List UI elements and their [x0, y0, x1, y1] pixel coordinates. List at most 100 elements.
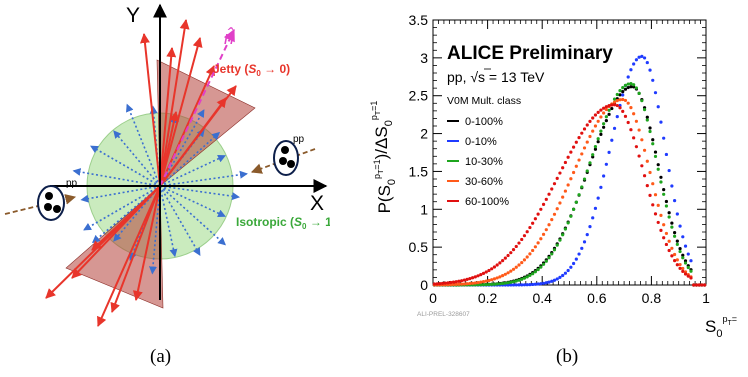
data-point-10-30% [541, 262, 546, 266]
data-point-60-100% [536, 212, 540, 216]
data-point-60-100% [550, 187, 554, 191]
data-point-30-60% [599, 115, 603, 119]
data-point-10-30% [552, 248, 557, 252]
data-point-0-10% [566, 268, 570, 273]
legend-label: 30-60% [465, 176, 503, 188]
data-point-30-60% [675, 258, 679, 262]
isotropic-arrow [72, 168, 161, 187]
data-point-60-100% [506, 253, 510, 258]
data-point-0-10% [610, 138, 614, 142]
data-point-60-100% [520, 237, 524, 242]
data-point-60-100% [547, 192, 551, 196]
tick-labels: 0 0.5 1 1.5 2 2.5 3 3.5 0 0.2 0.4 0.6 0.8 1 [409, 12, 711, 306]
data-point-0-10% [588, 224, 592, 229]
data-point-10-30% [667, 215, 671, 219]
data-point-60-100% [503, 256, 507, 260]
data-point-0-100% [632, 85, 636, 89]
data-point-10-30% [514, 279, 518, 283]
data-point-30-60% [667, 239, 671, 243]
data-point-60-100% [525, 230, 529, 234]
data-point-10-30% [509, 280, 513, 284]
data-point-60-100% [692, 283, 696, 287]
data-point-0-100% [662, 188, 666, 192]
data-point-0-100% [678, 247, 682, 251]
data-point-10-30% [648, 129, 652, 134]
data-point-30-60% [517, 263, 521, 267]
data-point-10-30% [492, 282, 497, 286]
data-point-60-100% [462, 278, 466, 282]
data-point-0-10% [536, 282, 540, 286]
data-point-60-100% [457, 279, 461, 283]
data-point-0-100% [653, 150, 658, 154]
data-point-30-60% [637, 128, 641, 132]
data-point-10-30% [675, 242, 679, 246]
data-point-60-100% [531, 221, 535, 225]
data-point-30-60% [651, 182, 655, 186]
data-point-60-100% [440, 281, 445, 285]
x-axis-label: X [310, 192, 324, 215]
data-point-0-10% [550, 279, 554, 283]
data-point-30-60% [563, 189, 568, 193]
data-point-30-60% [623, 98, 628, 103]
data-point-30-60% [520, 260, 524, 265]
data-point-60-100% [479, 273, 483, 277]
data-point-10-30% [640, 99, 644, 103]
data-point-60-100% [697, 283, 701, 287]
y-tick-label: 2 [420, 126, 428, 142]
data-point-60-100% [662, 236, 666, 240]
isotropic-arrow [126, 103, 161, 187]
jet-arrow [159, 37, 203, 187]
data-point-10-30% [689, 269, 693, 273]
data-series [432, 54, 707, 287]
data-point-30-60% [522, 258, 527, 262]
data-point-10-30% [536, 267, 540, 272]
n-hat-arrow [159, 28, 235, 187]
y-tick-label: 0 [420, 277, 428, 293]
data-point-30-60% [618, 98, 622, 102]
data-point-60-100% [593, 113, 598, 117]
data-point-10-30% [574, 200, 578, 204]
data-point-0-10% [580, 246, 584, 250]
data-point-60-100% [664, 242, 669, 247]
data-point-0-10% [520, 283, 524, 287]
data-point-30-60% [501, 274, 505, 278]
data-point-60-100% [615, 103, 619, 108]
data-point-60-100% [460, 279, 464, 283]
data-point-0-10% [621, 93, 625, 97]
proton-pair-right: pp [250, 134, 316, 176]
jet-arrow [91, 185, 161, 251]
data-point-0-10% [686, 252, 690, 256]
data-point-60-100% [541, 202, 546, 206]
data-point-60-100% [678, 266, 682, 270]
data-point-10-30% [498, 282, 502, 286]
data-point-60-100% [602, 106, 606, 110]
data-point-0-10% [642, 56, 647, 60]
data-point-0-10% [582, 240, 587, 244]
y-tick-label: 3 [420, 50, 428, 66]
data-point-60-100% [465, 277, 469, 281]
data-point-30-60% [479, 280, 483, 284]
data-point-30-60% [621, 97, 625, 102]
data-point-30-60% [681, 266, 685, 271]
s0-distribution-chart: P(S0pT=1)/ΔS0pT=1 0 0.5 1 1.5 2 2.5 3 3.5 0 0.2 0.… [369, 12, 737, 340]
data-point-30-60% [640, 138, 644, 142]
data-point-10-30% [481, 283, 486, 287]
jet-arrow [132, 185, 161, 301]
data-point-0-100% [651, 138, 655, 142]
data-point-30-60% [664, 231, 669, 236]
data-point-0-10% [517, 283, 521, 287]
data-point-10-30% [637, 91, 641, 95]
data-point-30-60% [495, 276, 499, 280]
data-point-30-60% [552, 212, 557, 216]
isotropic-arrow [159, 185, 178, 258]
data-point-30-60% [506, 271, 510, 275]
data-point-10-30% [681, 256, 685, 260]
data-point-10-30% [623, 83, 628, 87]
isotropic-arrow [113, 130, 161, 187]
data-point-60-100% [533, 217, 537, 221]
data-point-0-10% [659, 120, 663, 124]
data-point-30-60% [462, 282, 466, 286]
data-point-10-30% [522, 276, 527, 280]
data-point-10-30% [582, 177, 587, 181]
data-point-0-10% [533, 282, 537, 286]
